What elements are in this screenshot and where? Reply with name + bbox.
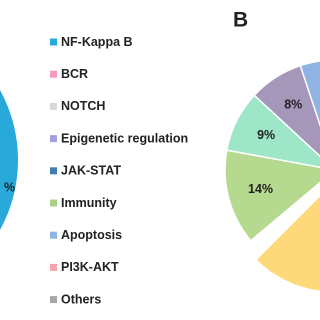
legend-label: BCR [61, 67, 88, 81]
legend-swatch [50, 263, 57, 271]
left-pie [0, 90, 18, 230]
legend-swatch [50, 102, 57, 110]
legend-label: JAK-STAT [61, 164, 121, 178]
panel-label: B [233, 9, 248, 32]
legend-label: NOTCH [61, 99, 105, 113]
legend-swatch [50, 231, 57, 239]
legend-label: Others [61, 292, 101, 306]
pie: 14% 9% 8% [224, 64, 320, 242]
legend-swatch [50, 135, 57, 143]
legend-label: Apoptosis [61, 228, 122, 242]
legend-label: PI3K-AKT [61, 260, 119, 274]
legend-swatch [50, 70, 57, 78]
legend-label: Immunity [61, 196, 117, 210]
legend-swatch [50, 38, 57, 46]
legend-label: NF-Kappa B [61, 35, 133, 49]
legend-swatch [50, 199, 57, 207]
legend-swatch [50, 296, 57, 304]
legend-label: Epigenetic regulation [61, 131, 188, 145]
pie-slice-decor [254, 194, 320, 292]
cropped-label: % [4, 180, 15, 194]
slice-label: 14% [248, 182, 273, 196]
pie-slice [253, 64, 320, 158]
pie-slice [224, 149, 320, 242]
legend-swatch [50, 167, 57, 175]
slice-label: 9% [257, 128, 275, 142]
slice-label: 8% [284, 98, 302, 112]
legend: NF-Kappa B BCR NOTCH Epigenetic regulation J… [50, 35, 188, 306]
